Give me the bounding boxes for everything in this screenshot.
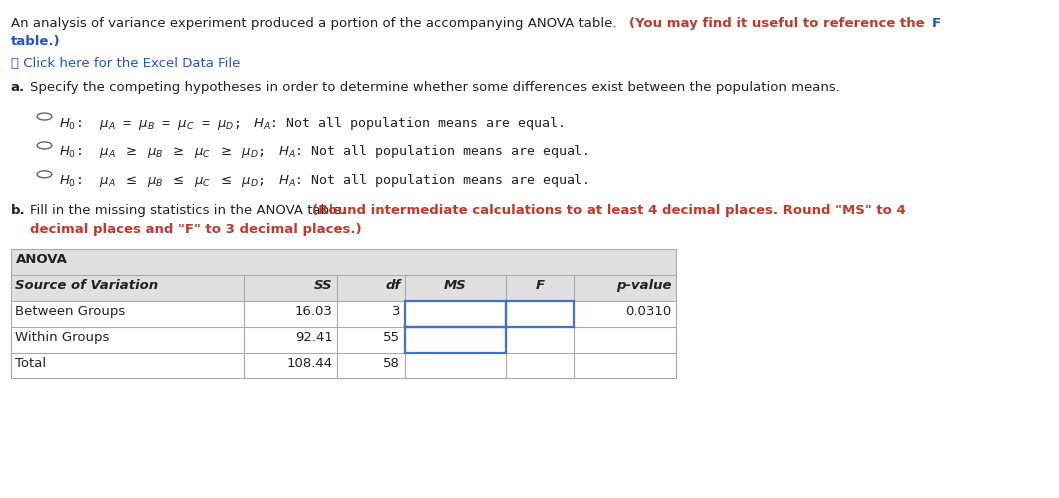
Text: F: F (536, 279, 544, 292)
Text: Specify the competing hypotheses in order to determine whether some differences : Specify the competing hypotheses in orde… (30, 81, 840, 94)
Text: 92.41: 92.41 (294, 331, 333, 344)
Text: Between Groups: Between Groups (15, 305, 125, 318)
Text: Fill in the missing statistics in the ANOVA table.: Fill in the missing statistics in the AN… (30, 204, 349, 217)
Text: $H_0$: $\ \ \mu_A$ $\leq$ $\mu_B$ $\leq$ $\mu_C$ $\leq$ $\mu_D$; $\ H_A$: Not al: $H_0$: $\ \ \mu_A$ $\leq$ $\mu_B$ $\leq$… (59, 172, 589, 189)
Text: 0.0310: 0.0310 (625, 305, 671, 318)
Text: table.): table.) (11, 35, 60, 48)
Text: F: F (932, 17, 941, 30)
Text: decimal places and "F" to 3 decimal places.): decimal places and "F" to 3 decimal plac… (30, 223, 361, 236)
Text: SS: SS (315, 279, 333, 292)
Text: ANOVA: ANOVA (16, 253, 68, 266)
Text: ⎙ Click here for the Excel Data File: ⎙ Click here for the Excel Data File (11, 57, 240, 70)
Text: 3: 3 (392, 305, 400, 318)
Text: An analysis of variance experiment produced a portion of the accompanying ANOVA : An analysis of variance experiment produ… (11, 17, 621, 30)
Text: $H_0$: $\ \ \mu_A$ = $\mu_B$ = $\mu_C$ = $\mu_D$; $\ H_A$: Not all population me: $H_0$: $\ \ \mu_A$ = $\mu_B$ = $\mu_C$ =… (59, 115, 564, 131)
Text: p-value: p-value (616, 279, 671, 292)
Text: $H_0$: $\ \ \mu_A$ $\geq$ $\mu_B$ $\geq$ $\mu_C$ $\geq$ $\mu_D$; $\ H_A$: Not al: $H_0$: $\ \ \mu_A$ $\geq$ $\mu_B$ $\geq$… (59, 143, 589, 160)
Text: Total: Total (15, 357, 46, 370)
Text: (You may find it useful to reference the: (You may find it useful to reference the (629, 17, 930, 30)
Text: a.: a. (11, 81, 24, 94)
Text: MS: MS (444, 279, 467, 292)
Text: 55: 55 (383, 331, 400, 344)
Text: 108.44: 108.44 (286, 357, 333, 370)
Text: Source of Variation: Source of Variation (15, 279, 158, 292)
Text: 16.03: 16.03 (294, 305, 333, 318)
Text: df: df (385, 279, 400, 292)
Text: (Round intermediate calculations to at least 4 decimal places. Round "MS" to 4: (Round intermediate calculations to at l… (312, 204, 907, 217)
Text: 58: 58 (383, 357, 400, 370)
Text: b.: b. (11, 204, 25, 217)
Text: Within Groups: Within Groups (15, 331, 109, 344)
